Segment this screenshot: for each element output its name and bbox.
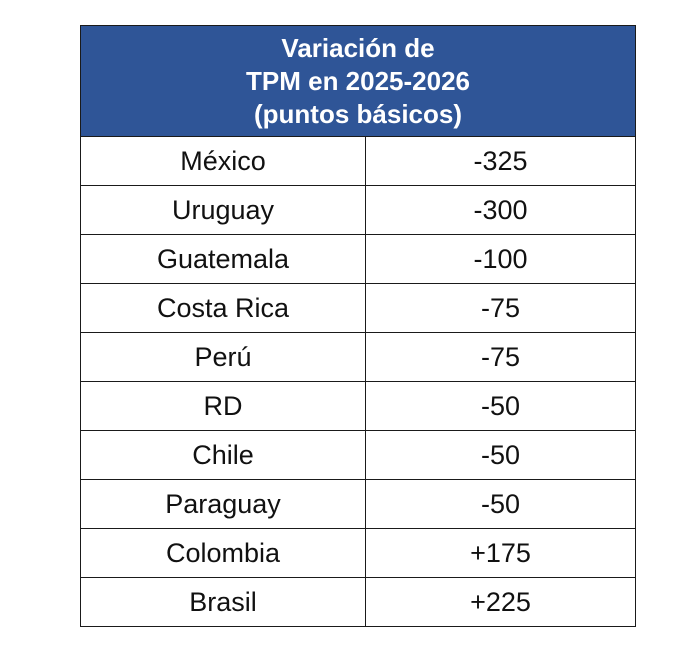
tpm-variation-table: Variación de TPM en 2025-2026 (puntos bá… bbox=[79, 25, 637, 627]
table-row: Uruguay -300 bbox=[80, 185, 637, 235]
table-header: Variación de TPM en 2025-2026 (puntos bá… bbox=[79, 25, 637, 137]
country-cell: Chile bbox=[80, 430, 366, 480]
country-cell: Perú bbox=[80, 332, 366, 382]
country-cell: Uruguay bbox=[80, 185, 366, 235]
country-cell: Costa Rica bbox=[80, 283, 366, 333]
country-cell: Guatemala bbox=[80, 234, 366, 284]
value-cell: +225 bbox=[364, 577, 637, 627]
table-row: Paraguay -50 bbox=[80, 479, 637, 529]
country-cell: Brasil bbox=[80, 577, 366, 627]
table-row: RD -50 bbox=[80, 381, 637, 431]
table-header-row: Variación de TPM en 2025-2026 (puntos bá… bbox=[79, 25, 637, 137]
value-cell: +175 bbox=[364, 528, 637, 578]
table-row: Perú -75 bbox=[80, 332, 637, 382]
value-cell: -75 bbox=[364, 283, 637, 333]
value-cell: -50 bbox=[364, 430, 637, 480]
value-cell: -75 bbox=[364, 332, 637, 382]
table-row: Guatemala -100 bbox=[80, 234, 637, 284]
header-line-2: TPM en 2025-2026 bbox=[246, 65, 471, 96]
country-cell: RD bbox=[80, 381, 366, 431]
table-row: Chile -50 bbox=[80, 430, 637, 480]
value-cell: -50 bbox=[364, 381, 637, 431]
table-row: Brasil +225 bbox=[80, 577, 637, 627]
country-cell: Paraguay bbox=[80, 479, 366, 529]
table-row: México -325 bbox=[80, 136, 637, 186]
country-cell: México bbox=[80, 136, 366, 186]
header-line-1: Variación de bbox=[281, 32, 435, 63]
country-cell: Colombia bbox=[80, 528, 366, 578]
value-cell: -325 bbox=[364, 136, 637, 186]
table-row: Colombia +175 bbox=[80, 528, 637, 578]
value-cell: -50 bbox=[364, 479, 637, 529]
value-cell: -100 bbox=[364, 234, 637, 284]
table-row: Costa Rica -75 bbox=[80, 283, 637, 333]
value-cell: -300 bbox=[364, 185, 637, 235]
header-line-3: (puntos básicos) bbox=[254, 98, 463, 129]
